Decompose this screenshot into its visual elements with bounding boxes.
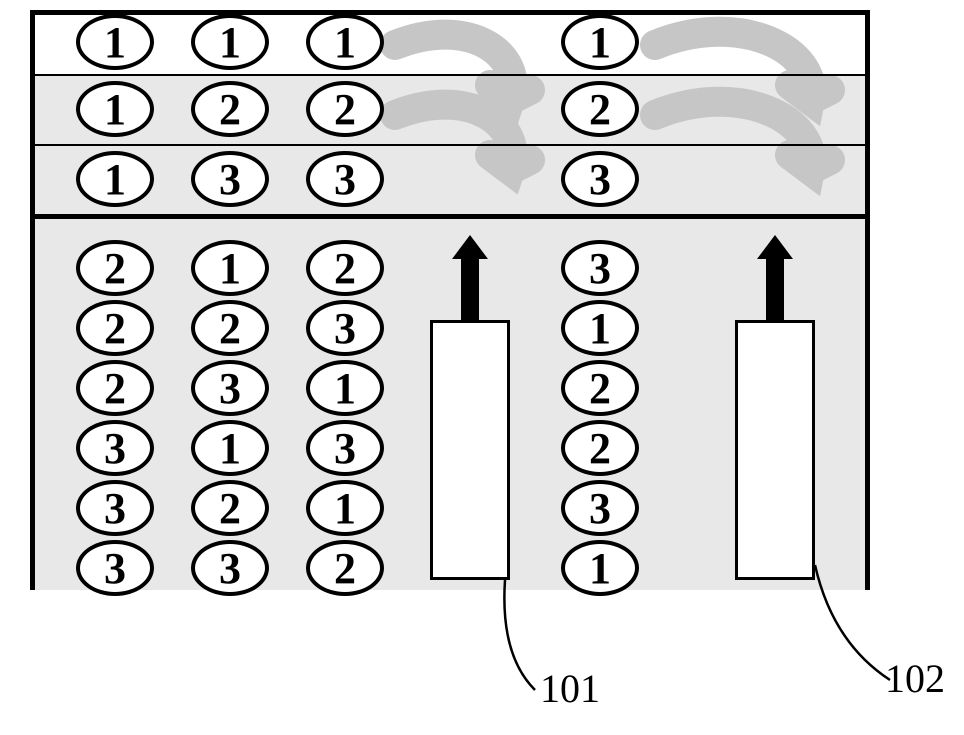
- token-g1-c3-r0: 3: [306, 420, 384, 476]
- token-top-c5-r0: 1: [561, 14, 639, 70]
- token-g0-c2-r2: 3: [191, 360, 269, 416]
- token-top-c3-r0: 1: [306, 14, 384, 70]
- token-g0-c3-r1: 3: [306, 300, 384, 356]
- frame-left: [30, 10, 35, 590]
- token-g0-c1-r0: 2: [76, 240, 154, 296]
- carrier-101: [430, 320, 510, 580]
- band-line: [30, 10, 870, 15]
- token-g1-c3-r2: 2: [306, 540, 384, 596]
- token-g0-c3-r0: 2: [306, 240, 384, 296]
- token-top-c3-r1: 2: [306, 81, 384, 137]
- carrier-102: [735, 320, 815, 580]
- token-g1-c2-r2: 3: [191, 540, 269, 596]
- token-g1-c1-r2: 3: [76, 540, 154, 596]
- token-g1-c2-r1: 2: [191, 480, 269, 536]
- leader-line: [504, 580, 535, 690]
- token-top-c5-r1: 2: [561, 81, 639, 137]
- token-g0-c5-r0: 3: [561, 240, 639, 296]
- band-line: [30, 74, 870, 76]
- token-g1-c1-r1: 3: [76, 480, 154, 536]
- token-g0-c1-r2: 2: [76, 360, 154, 416]
- token-top-c1-r0: 1: [76, 14, 154, 70]
- band-line: [30, 144, 870, 146]
- token-top-c1-r2: 1: [76, 151, 154, 207]
- token-g0-c1-r1: 2: [76, 300, 154, 356]
- frame-right: [865, 10, 870, 590]
- token-g0-c3-r2: 1: [306, 360, 384, 416]
- token-g0-c5-r2: 2: [561, 360, 639, 416]
- token-g0-c2-r1: 2: [191, 300, 269, 356]
- token-g1-c5-r1: 3: [561, 480, 639, 536]
- token-g0-c5-r1: 1: [561, 300, 639, 356]
- token-top-c3-r2: 3: [306, 151, 384, 207]
- reference-label-101: 101: [540, 665, 600, 712]
- token-top-c2-r2: 3: [191, 151, 269, 207]
- band-line: [30, 214, 870, 219]
- token-g1-c3-r1: 1: [306, 480, 384, 536]
- token-top-c5-r2: 3: [561, 151, 639, 207]
- token-g1-c1-r0: 3: [76, 420, 154, 476]
- reference-label-102: 102: [885, 655, 945, 702]
- token-g0-c2-r0: 1: [191, 240, 269, 296]
- token-top-c2-r0: 1: [191, 14, 269, 70]
- token-g1-c5-r0: 2: [561, 420, 639, 476]
- token-g1-c5-r2: 1: [561, 540, 639, 596]
- token-g1-c2-r0: 1: [191, 420, 269, 476]
- shaded-band: [30, 74, 870, 144]
- shaded-band: [30, 144, 870, 214]
- token-top-c1-r1: 1: [76, 81, 154, 137]
- token-top-c2-r1: 2: [191, 81, 269, 137]
- diagram-canvas: 1111122213332123223123123132321333211011…: [0, 0, 964, 735]
